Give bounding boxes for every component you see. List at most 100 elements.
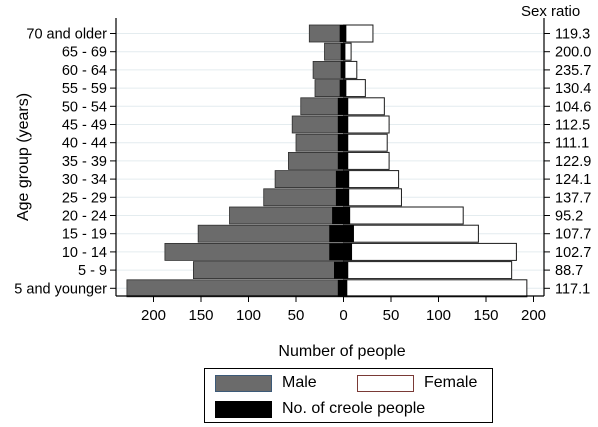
creole-male-bar <box>332 207 344 224</box>
female-bar <box>343 151 390 170</box>
y-tick-label: 15 - 19 <box>62 227 107 243</box>
female-bar <box>343 97 385 116</box>
legend-label-creole: No. of creole people <box>282 400 426 417</box>
male-bar <box>197 224 344 243</box>
sex-ratio-label: 130.4 <box>555 81 591 97</box>
creole-male-bar <box>339 25 344 42</box>
female-bar <box>343 60 358 79</box>
y-tick-label: 5 and younger <box>14 281 107 297</box>
sex-ratio-label: 107.7 <box>555 227 591 243</box>
legend-item-creole: No. of creole people <box>215 400 425 418</box>
y-tick-label: 25 - 29 <box>62 190 107 206</box>
y-tick-label: 35 - 39 <box>62 154 107 170</box>
sex-ratio-label: 200.0 <box>555 45 591 61</box>
x-tick-label: 150 <box>473 307 498 324</box>
creole-male-bar <box>329 225 344 243</box>
female-bar <box>343 279 528 298</box>
creole-male-bar <box>334 261 344 279</box>
x-tick-label: 200 <box>141 307 166 324</box>
legend-swatch-female <box>357 374 414 392</box>
female-bar <box>343 206 464 225</box>
y-tick-label: 40 - 44 <box>62 136 107 152</box>
creole-male-bar <box>335 188 344 206</box>
creole-female-bar <box>343 207 351 224</box>
creole-female-bar <box>343 61 346 79</box>
male-bar <box>291 115 344 134</box>
y-tick-label: 45 - 49 <box>62 118 107 134</box>
creole-female-bar <box>343 25 347 42</box>
y-tick-label: 30 - 34 <box>62 172 107 188</box>
female-bar <box>343 224 479 243</box>
creole-male-bar <box>340 43 344 61</box>
sex-ratio-label: 88.7 <box>555 263 583 279</box>
x-tick-label: 100 <box>426 307 451 324</box>
creole-female-bar <box>343 97 349 115</box>
creole-female-bar <box>343 243 353 261</box>
legend-label-male: Male <box>282 374 317 391</box>
male-bar <box>126 279 344 298</box>
creole-male-bar <box>337 97 344 115</box>
labels: 200 150 100 50 0 50 100 150 200 70 and older 65 - … <box>14 27 591 325</box>
female-bar <box>343 24 374 43</box>
legend-item-male: Male <box>215 374 317 392</box>
creole-female-bar <box>343 225 354 243</box>
sex-ratio-label: 235.7 <box>555 63 591 79</box>
sex-ratio-label: 111.1 <box>555 136 589 152</box>
y-tick-label: 5 - 9 <box>78 263 107 279</box>
male-bar <box>164 242 344 261</box>
sex-ratio-label: 102.7 <box>555 245 591 261</box>
sex-ratio-title: Sex ratio <box>521 3 580 20</box>
creole-male-bar <box>335 170 344 188</box>
male-bar <box>192 261 344 280</box>
creole-female-bar <box>343 170 350 188</box>
x-tick-label: 0 <box>339 307 347 324</box>
legend-swatch-male <box>215 374 272 392</box>
female-bar <box>343 115 390 134</box>
female-bar <box>343 79 366 98</box>
female-bar <box>343 170 400 189</box>
male-bar <box>314 79 344 97</box>
x-tick-label: 50 <box>383 307 400 324</box>
bars <box>126 24 528 298</box>
x-tick-label: 50 <box>288 307 305 324</box>
x-tick-label: 200 <box>521 307 546 324</box>
legend-label-female: Female <box>424 374 478 391</box>
female-bar <box>343 261 513 280</box>
y-tick-label: 60 - 64 <box>62 63 107 79</box>
y-tick-label: 10 - 14 <box>62 245 107 261</box>
creole-female-bar <box>343 152 349 170</box>
male-bar <box>263 188 344 207</box>
creole-female-bar <box>343 188 350 206</box>
x-tick-label: 150 <box>188 307 213 324</box>
creole-male-bar <box>337 116 344 133</box>
male-bar <box>287 151 344 170</box>
legend-swatch-creole <box>215 400 272 418</box>
male-bar <box>274 170 344 189</box>
creole-female-bar <box>343 279 348 297</box>
y-tick-label: 70 and older <box>26 27 107 43</box>
female-bar <box>343 133 388 152</box>
y-tick-label: 55 - 59 <box>62 81 107 97</box>
female-bar <box>343 188 402 207</box>
creole-female-bar <box>343 79 347 97</box>
axes <box>110 18 550 302</box>
y-axis-label: Age group (years) <box>15 93 32 221</box>
male-bar <box>295 133 344 152</box>
male-bar <box>229 206 344 225</box>
legend: Male Female No. of creole people <box>204 368 493 423</box>
male-bar <box>312 61 344 79</box>
y-tick-label: 50 - 54 <box>62 99 107 115</box>
male-bar <box>300 97 344 116</box>
creole-male-bar <box>340 61 344 79</box>
sex-ratio-label: 117.1 <box>555 281 590 297</box>
creole-male-bar <box>337 152 344 170</box>
sex-ratio-label: 104.6 <box>555 99 591 115</box>
female-bar <box>343 242 517 261</box>
creole-female-bar <box>343 43 346 61</box>
creole-male-bar <box>339 79 344 97</box>
sex-ratio-label: 112.5 <box>555 118 590 134</box>
x-axis-label: Number of people <box>278 343 405 360</box>
creole-female-bar <box>343 261 349 279</box>
sex-ratio-label: 124.1 <box>555 172 591 188</box>
